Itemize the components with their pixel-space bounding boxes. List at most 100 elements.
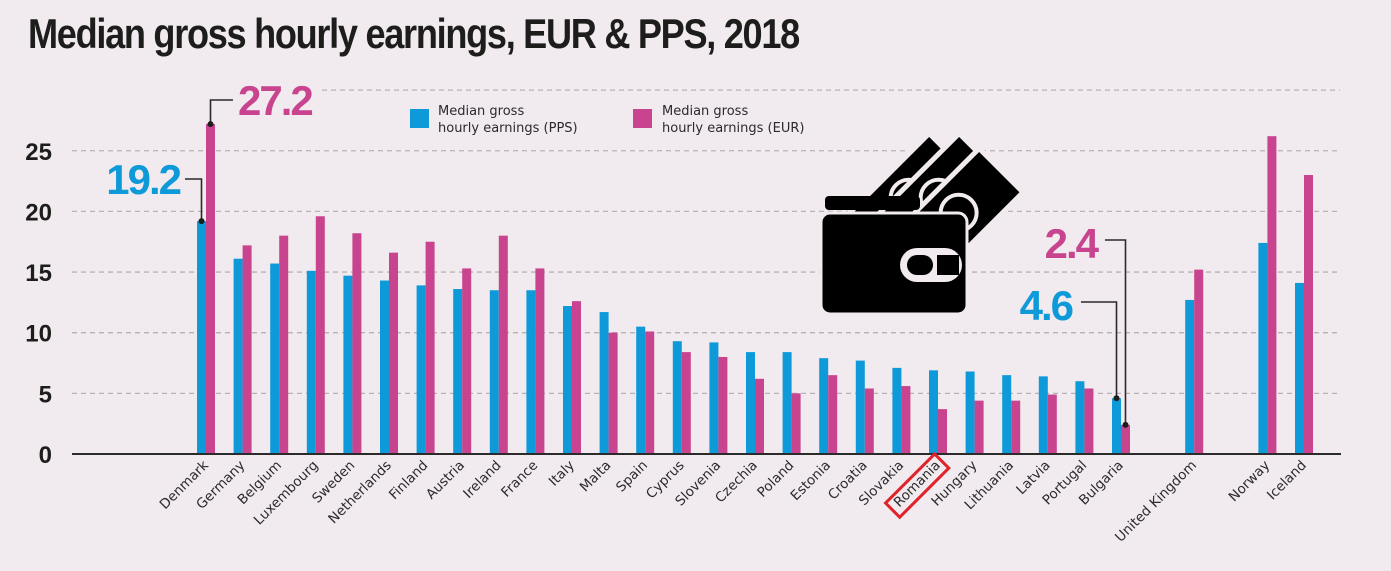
bar-eur (938, 409, 947, 454)
y-tick-label: 20 (25, 199, 52, 226)
callout-label-eur: 27.2 (238, 77, 312, 124)
callout-leader-line (209, 99, 233, 125)
y-tick-label: 10 (25, 321, 52, 348)
bar-pps (965, 371, 975, 454)
bar-pps (1295, 282, 1304, 454)
bar-eur (828, 375, 838, 454)
bar-eur (1084, 388, 1094, 454)
bar-eur (279, 235, 289, 454)
bar-eur (901, 386, 911, 454)
bar-pps (709, 342, 719, 454)
bar-eur (864, 388, 874, 454)
legend-label-pps-line2: hourly earnings (PPS) (438, 121, 578, 136)
highlight-box (883, 451, 951, 520)
x-tick-label: Ireland (460, 458, 504, 502)
x-tick-label: Austria (423, 458, 468, 503)
bar-pps (306, 270, 316, 454)
bar-pps (929, 370, 938, 454)
bar-pps (782, 352, 792, 454)
bar-pps (489, 290, 499, 454)
y-tick-label: 0 (39, 442, 52, 469)
bar-eur (1267, 136, 1277, 454)
bar-eur (608, 332, 618, 454)
legend-label-eur-line2: hourly earnings (EUR) (662, 121, 804, 136)
legend: Median gross hourly earnings (PPS) Media… (410, 104, 804, 136)
bar-eur (498, 235, 508, 454)
bars (197, 124, 1313, 455)
x-axis-labels: DenmarkGermanyBelgiumLuxembourgSwedenNet… (157, 451, 1310, 546)
y-tick-label: 25 (25, 139, 52, 166)
bar-eur (1121, 424, 1130, 454)
bar-pps (343, 275, 353, 454)
callout-label-pps: 4.6 (1020, 282, 1073, 329)
bar-eur (681, 352, 691, 454)
bar-pps (1075, 381, 1085, 454)
bar-pps (380, 280, 389, 454)
bar-eur (718, 356, 728, 454)
wallet-icon (819, 129, 1027, 316)
bar-pps (1112, 398, 1121, 454)
bar-pps (892, 367, 902, 454)
x-tick-label: United Kingdom (1112, 458, 1200, 546)
bar-eur (755, 378, 764, 454)
callout-leader-line (1105, 239, 1127, 425)
bar-pps (599, 312, 609, 454)
callout-dot (198, 218, 205, 225)
bar-eur (242, 245, 252, 454)
bar-eur (535, 268, 545, 454)
bar-eur (462, 268, 472, 454)
bar-pps (1258, 242, 1268, 454)
legend-label-pps-line1: Median gross (438, 104, 524, 119)
bar-pps (819, 358, 829, 454)
bar-pps (636, 326, 646, 454)
callouts: 19.2 27.2 2.4 4.6 (106, 77, 1129, 428)
bar-eur (206, 124, 215, 455)
bar-pps (526, 290, 536, 454)
y-tick-label: 15 (25, 260, 52, 287)
bar-eur (425, 241, 435, 454)
y-tick-label: 5 (39, 381, 52, 408)
bar-eur (1304, 175, 1313, 454)
x-tick-label: Norway (1226, 458, 1274, 506)
bar-eur (974, 400, 984, 454)
bar-eur (389, 252, 398, 454)
bar-eur (1047, 394, 1057, 454)
bar-pps (1038, 376, 1048, 454)
legend-swatch-pps (410, 109, 429, 128)
bar-eur (1194, 269, 1204, 454)
callout-label-pps: 19.2 (106, 156, 180, 203)
callout-dot (1122, 421, 1129, 428)
legend-item-eur: Median gross hourly earnings (EUR) (633, 104, 804, 136)
bar-eur (791, 393, 801, 454)
legend-swatch-eur (633, 109, 652, 128)
legend-item-pps: Median gross hourly earnings (PPS) (410, 104, 578, 136)
bar-eur (1011, 400, 1021, 454)
bar-pps (416, 285, 426, 454)
x-tick-label: Malta (577, 458, 615, 496)
bar-eur (352, 233, 362, 454)
x-tick-label: Finland (386, 458, 431, 503)
bar-pps (855, 360, 865, 454)
bar-pps (746, 352, 755, 454)
bar-pps (1185, 299, 1195, 454)
y-axis: 0 5 10 15 20 25 (25, 139, 52, 469)
x-tick-label: Estonia (788, 458, 834, 504)
bar-eur (315, 216, 325, 454)
chart-title: Median gross hourly earnings, EUR & PPS,… (28, 10, 800, 57)
legend-label-eur-line1: Median gross (662, 104, 748, 119)
bar-eur (572, 301, 581, 454)
bar-pps (1002, 375, 1012, 454)
x-tick-label: Italy (546, 458, 578, 490)
x-tick-label: France (498, 458, 541, 501)
bar-pps (563, 306, 572, 454)
bar-pps (672, 341, 682, 454)
bar-pps (453, 289, 463, 454)
bar-pps (270, 263, 280, 454)
callout-dot (207, 121, 214, 128)
bar-pps (197, 221, 206, 454)
callout-dot (1113, 395, 1120, 402)
bar-eur (645, 331, 655, 454)
x-tick-label: Iceland (1264, 458, 1310, 504)
callout-leader-line (1081, 301, 1118, 399)
